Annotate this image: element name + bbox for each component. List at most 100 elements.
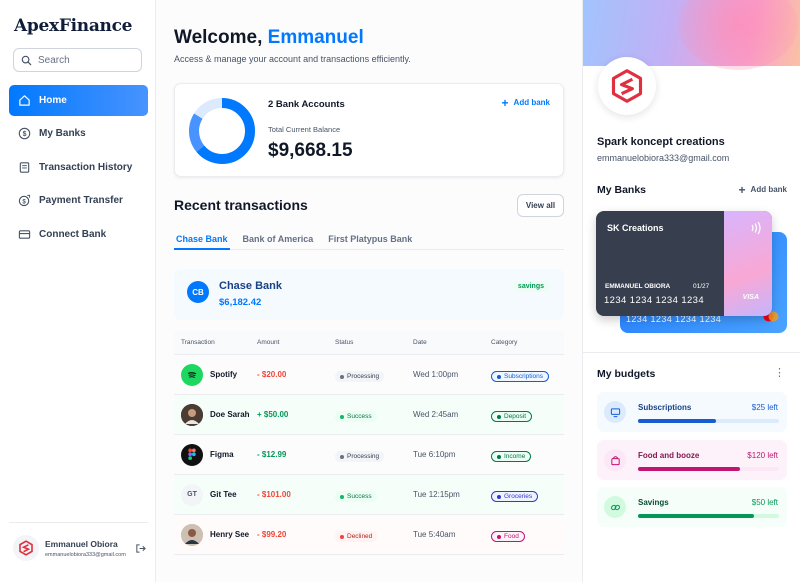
category-cell: Groceries	[491, 486, 564, 504]
add-bank-label: Add bank	[750, 185, 787, 194]
contactless-icon	[751, 221, 761, 235]
receipt-icon	[17, 160, 31, 174]
sidebar-item-payment-transfer[interactable]: $ Payment Transfer	[9, 185, 148, 216]
card-holder: EMMANUEL OBIORA	[605, 283, 671, 290]
logout-icon[interactable]	[135, 541, 146, 559]
table-row[interactable]: GT Git Tee - $101.00 Success Tue 12:15pm…	[174, 475, 564, 515]
status-dot	[340, 494, 344, 499]
transaction-date: Wed 2:45am	[413, 410, 459, 419]
budget-item-subscriptions[interactable]: Subscriptions $25 left	[597, 392, 787, 432]
donut-segment	[189, 98, 255, 164]
transaction-amount: - $20.00	[257, 370, 287, 379]
transaction-date: Tue 12:15pm	[413, 490, 460, 499]
welcome-text: Welcome,	[174, 27, 263, 48]
balance-donut-chart	[189, 98, 255, 164]
transaction-amount: - $101.00	[257, 490, 291, 499]
shopping-bag-icon	[604, 449, 626, 471]
table-row[interactable]: Doe Sarah + $50.00 Success Wed 2:45am De…	[174, 395, 564, 435]
status-label: Processing	[347, 373, 380, 380]
sidebar-item-label: Connect Bank	[39, 228, 107, 240]
status-dot	[340, 414, 344, 419]
profile-avatar[interactable]	[598, 57, 656, 115]
budget-progress-track	[638, 467, 779, 471]
user-profile[interactable]: Emmanuel Obiora emmanuelobiora333@gmail.…	[9, 535, 148, 561]
sidebar-item-transaction-history[interactable]: Transaction History	[9, 152, 148, 183]
bank-tabs: Chase Bank Bank of America First Platypu…	[174, 230, 564, 250]
avatar	[181, 403, 203, 426]
add-bank-button[interactable]: + Add bank	[501, 95, 550, 110]
plus-icon: +	[738, 182, 746, 197]
table-row[interactable]: Henry See - $99.20 Declined Tue 5:40am F…	[174, 515, 564, 555]
category-badge: Groceries	[491, 491, 539, 502]
category-label: Subscriptions	[504, 373, 544, 380]
add-bank-label: Add bank	[513, 98, 550, 107]
status-badge: Success	[335, 411, 377, 422]
sidebar-item-label: Home	[39, 95, 67, 106]
category-dot	[497, 414, 501, 419]
category-badge: Food	[491, 531, 525, 542]
status-cell: Processing	[335, 366, 413, 384]
profile-email: emmanuelobiora333@gmail.com	[597, 153, 730, 163]
status-label: Success	[347, 413, 372, 420]
category-label: Food	[504, 533, 519, 540]
view-all-button[interactable]: View all	[517, 194, 564, 217]
tab-chase-bank[interactable]: Chase Bank	[174, 230, 230, 250]
profile-name: Spark koncept creations	[597, 136, 725, 148]
budget-progress-fill	[638, 514, 754, 518]
category-dot	[497, 494, 501, 499]
budget-item-food[interactable]: Food and booze $120 left	[597, 440, 787, 480]
bank-accounts-count: 2 Bank Accounts	[268, 99, 345, 110]
category-badge: Income	[491, 451, 532, 462]
budget-name: Savings	[638, 498, 669, 507]
add-bank-button[interactable]: + Add bank	[738, 182, 787, 197]
status-badge: Processing	[335, 451, 385, 462]
transaction-name: Henry See	[210, 530, 250, 539]
category-dot	[497, 454, 501, 459]
sidebar-item-connect-bank[interactable]: Connect Bank	[9, 219, 148, 250]
money-send-icon: $	[17, 194, 31, 208]
tab-bank-of-america[interactable]: Bank of America	[242, 234, 314, 244]
more-options-icon[interactable]: ⋮	[774, 367, 785, 379]
tab-first-platypus-bank[interactable]: First Platypus Bank	[328, 234, 413, 244]
spotify-logo	[181, 363, 203, 386]
status-cell: Processing	[335, 446, 413, 464]
category-dot	[497, 534, 501, 539]
transaction-cell: Figma	[174, 443, 257, 466]
transaction-name: Git Tee	[210, 490, 237, 499]
brand-logo[interactable]: ApexFinance	[14, 16, 133, 36]
sidebar-nav: Home $ My Banks Transaction History $ Pa…	[9, 85, 148, 252]
bank-card-front[interactable]: SK Creations EMMANUEL OBIORA 01/27 1234 …	[596, 211, 772, 316]
status-label: Processing	[347, 453, 380, 460]
column-header: Transaction	[181, 339, 215, 346]
transaction-date: Tue 6:10pm	[413, 450, 456, 459]
home-icon	[17, 94, 31, 108]
bank-info-banner: CB Chase Bank $6,182.42 savings	[174, 269, 564, 320]
transactions-table: Transaction Amount Status Date Category …	[174, 331, 564, 555]
card-name: SK Creations	[607, 223, 664, 233]
sidebar-item-my-banks[interactable]: $ My Banks	[9, 118, 148, 149]
profile-cover	[583, 0, 800, 70]
bank-initials: CB	[187, 281, 209, 303]
card-expiry: 01/27	[693, 283, 710, 290]
user-email: emmanuelobiora333@gmail.com	[45, 551, 126, 558]
transaction-amount: - $99.20	[257, 530, 287, 539]
plus-icon: +	[501, 95, 509, 110]
sidebar-item-home[interactable]: Home	[9, 85, 148, 116]
right-sidebar: Spark koncept creations emmanuelobiora33…	[582, 0, 800, 582]
budget-progress-track	[638, 419, 779, 423]
sidebar-item-label: Payment Transfer	[39, 195, 123, 207]
dollar-circle-icon: $	[17, 127, 31, 141]
table-row[interactable]: Figma - $12.99 Processing Tue 6:10pm Inc…	[174, 435, 564, 475]
budget-item-savings[interactable]: Savings $50 left	[597, 487, 787, 527]
status-label: Success	[347, 493, 372, 500]
table-row[interactable]: Spotify - $20.00 Processing Wed 1:00pm S…	[174, 355, 564, 395]
category-badge: Subscriptions	[491, 371, 550, 382]
card-number: 1234 1234 1234 1234	[604, 295, 705, 306]
category-label: Income	[504, 453, 526, 460]
search-box[interactable]	[13, 48, 142, 72]
sidebar-footer: Emmanuel Obiora emmanuelobiora333@gmail.…	[9, 522, 148, 561]
search-input[interactable]	[38, 54, 128, 66]
status-badge: Processing	[335, 371, 385, 382]
balance-amount: $9,668.15	[268, 140, 353, 161]
divider	[583, 352, 800, 353]
